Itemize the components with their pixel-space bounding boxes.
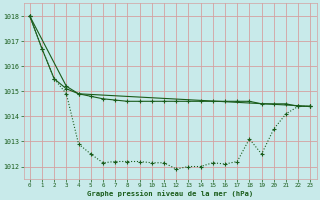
X-axis label: Graphe pression niveau de la mer (hPa): Graphe pression niveau de la mer (hPa) xyxy=(87,190,253,197)
